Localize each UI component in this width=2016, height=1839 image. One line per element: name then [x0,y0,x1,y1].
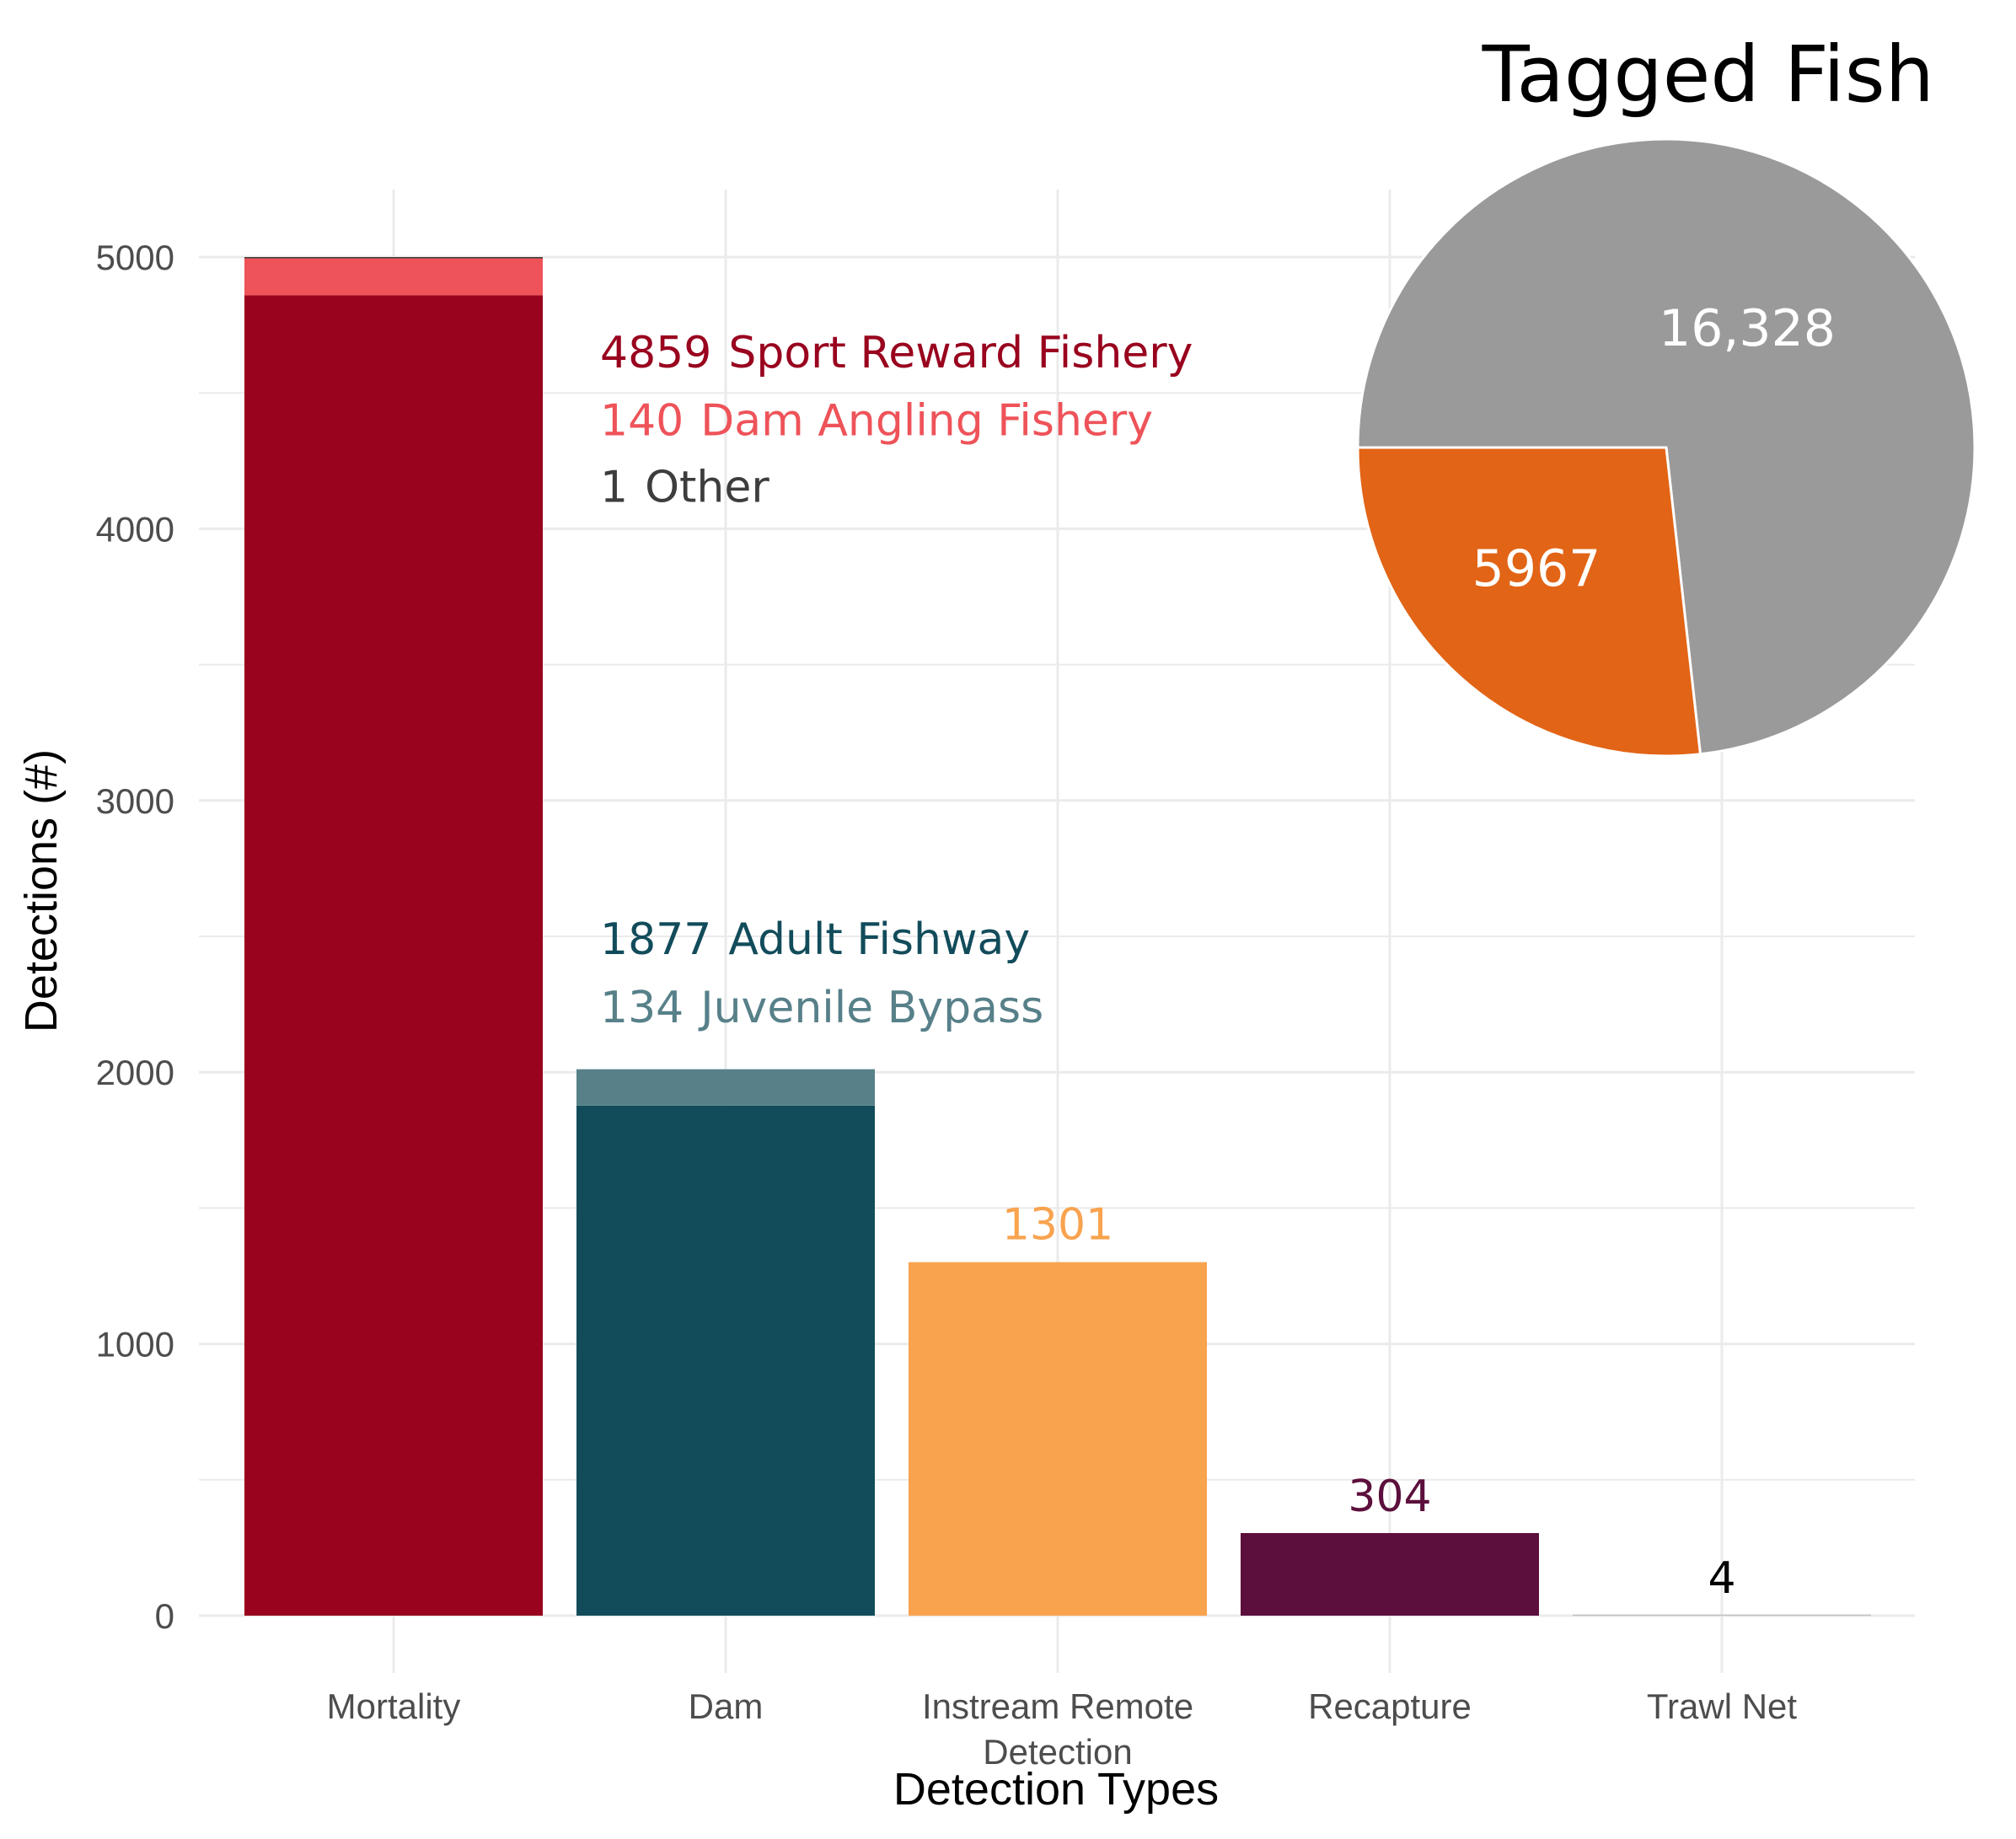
bar-segment [1573,1614,1871,1616]
bar-segment [244,257,543,259]
bar-annotation: 134 Juvenile Bypass [600,983,1043,1033]
y-tick-label: 3000 [96,781,174,821]
bar-value-label: 4 [1708,1553,1735,1604]
pie-slice-label: 16,328 [1659,299,1836,358]
y-tick-label: 0 [155,1596,174,1636]
bar-value-label: 1301 [1002,1200,1113,1251]
x-tick-label: Recapture [1308,1686,1472,1726]
bar-annotation: 4859 Sport Reward Fishery [600,328,1193,378]
x-tick-label: Detection [983,1732,1132,1772]
x-axis-title: Detection Types [893,1764,1219,1815]
y-tick-label: 1000 [96,1325,174,1365]
bar-segment [1241,1532,1539,1616]
y-tick-label: 4000 [96,509,174,549]
bar-annotation: 1877 Adult Fishway [600,914,1030,965]
bar-segment [576,1069,875,1106]
y-axis-ticks: 0 1000 2000 3000 4000 5000 [96,238,174,1636]
bar-annotations: 4859 Sport Reward Fishery 140 Dam Angling F… [600,328,1736,1604]
bar-annotation: 1 Other [600,462,769,512]
bar-segment [244,257,543,296]
bar-value-label: 304 [1348,1472,1431,1522]
x-tick-label: Trawl Net [1647,1686,1797,1726]
pie-slice-orange [1356,446,1702,758]
y-tick-label: 5000 [96,238,174,277]
y-tick-label: 2000 [96,1053,174,1092]
pie-slice-label: 5967 [1472,539,1601,598]
bar-annotation: 140 Dam Angling Fishery [600,395,1153,446]
pie-title: Tagged Fish [1482,29,1934,120]
y-axis-title: Detections (#) [16,749,67,1032]
x-axis-ticks: Mortality Dam Instream Remote Detection Reca… [327,1686,1798,1772]
pie-chart: 16,328 5967 [1356,137,1976,758]
bar-segment [909,1262,1207,1616]
x-tick-label: Mortality [327,1686,461,1726]
bar-segment [244,295,543,1616]
x-tick-label: Dam [689,1686,764,1726]
bars [244,257,1871,1616]
bar-segment [576,1105,875,1616]
x-tick-label: Instream Remote [922,1686,1193,1726]
